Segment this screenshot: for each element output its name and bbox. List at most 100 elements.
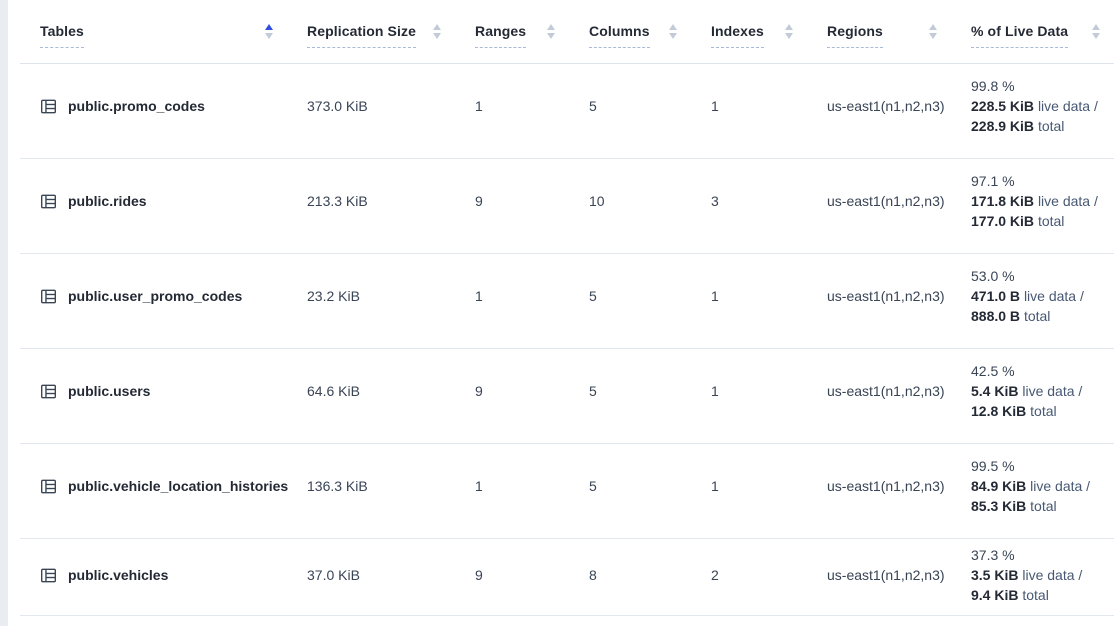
column-header-columns-label: Columns bbox=[589, 23, 650, 48]
ranges-value: 1 bbox=[475, 288, 483, 304]
sort-down-arrow-icon bbox=[547, 33, 555, 39]
sort-up-arrow-icon bbox=[1092, 24, 1100, 30]
sort-icon[interactable] bbox=[929, 24, 937, 39]
total-size-line: 228.9 KiB total bbox=[971, 116, 1114, 136]
live-data-cell: 99.5 % 84.9 KiB live data / 85.3 KiB tot… bbox=[951, 456, 1114, 516]
live-data-size-line: 3.5 KiB live data / bbox=[971, 565, 1114, 585]
column-header-live-data[interactable]: % of Live Data bbox=[951, 0, 1114, 63]
column-header-tables[interactable]: Tables bbox=[20, 0, 287, 63]
table-name-link[interactable]: public.rides bbox=[68, 193, 147, 209]
column-header-tables-label: Tables bbox=[40, 23, 84, 48]
live-data-size-line: 471.0 B live data / bbox=[971, 286, 1114, 306]
table-row[interactable]: public.users 64.6 KiB 9 5 1 us-east1(n1,… bbox=[20, 349, 1114, 444]
regions-value: us-east1(n1,n2,n3) bbox=[827, 478, 945, 494]
sort-up-arrow-icon bbox=[265, 24, 273, 30]
table-name-link[interactable]: public.vehicles bbox=[68, 567, 169, 583]
live-data-percent: 53.0 % bbox=[971, 268, 1015, 284]
column-header-live-data-label: % of Live Data bbox=[971, 23, 1069, 48]
sort-up-arrow-icon bbox=[929, 24, 937, 30]
sort-icon[interactable] bbox=[785, 24, 793, 39]
sort-up-arrow-icon bbox=[547, 24, 555, 30]
live-data-label: live data / bbox=[1023, 288, 1084, 304]
sort-asc-icon[interactable] bbox=[265, 24, 273, 39]
column-header-ranges-label: Ranges bbox=[475, 23, 527, 48]
table-icon bbox=[40, 193, 57, 210]
replication-size-value: 373.0 KiB bbox=[307, 98, 368, 114]
live-data-size: 228.5 KiB bbox=[971, 98, 1035, 114]
table-name-link[interactable]: public.promo_codes bbox=[68, 98, 205, 114]
total-size-line: 12.8 KiB total bbox=[971, 401, 1114, 421]
column-header-regions[interactable]: Regions bbox=[807, 0, 951, 63]
sort-down-arrow-icon bbox=[929, 33, 937, 39]
table-icon bbox=[40, 478, 57, 495]
live-data-size: 5.4 KiB bbox=[971, 383, 1019, 399]
columns-value: 5 bbox=[589, 478, 597, 494]
table-row[interactable]: public.rides 213.3 KiB 9 10 3 us-east1(n… bbox=[20, 159, 1114, 254]
table-row[interactable]: public.user_promo_codes 23.2 KiB 1 5 1 u… bbox=[20, 254, 1114, 349]
total-label: total bbox=[1022, 587, 1049, 603]
column-header-indexes[interactable]: Indexes bbox=[691, 0, 807, 63]
live-data-label: live data / bbox=[1022, 567, 1083, 583]
indexes-value: 1 bbox=[711, 383, 719, 399]
sort-icon[interactable] bbox=[547, 24, 555, 39]
live-data-percent: 37.3 % bbox=[971, 547, 1015, 563]
table-name-cell: public.promo_codes bbox=[20, 98, 287, 115]
table-row[interactable]: public.promo_codes 373.0 KiB 1 5 1 us-ea… bbox=[20, 64, 1114, 159]
regions-value: us-east1(n1,n2,n3) bbox=[827, 383, 945, 399]
regions-value: us-east1(n1,n2,n3) bbox=[827, 288, 945, 304]
sort-icon[interactable] bbox=[433, 24, 441, 39]
total-size: 228.9 KiB bbox=[971, 118, 1035, 134]
sort-up-arrow-icon bbox=[669, 24, 677, 30]
replication-size-value: 136.3 KiB bbox=[307, 478, 368, 494]
columns-value: 8 bbox=[589, 567, 597, 583]
columns-value: 5 bbox=[589, 383, 597, 399]
replication-size-value: 37.0 KiB bbox=[307, 567, 360, 583]
table-name-link[interactable]: public.users bbox=[68, 383, 151, 399]
column-header-columns[interactable]: Columns bbox=[569, 0, 691, 63]
live-data-label: live data / bbox=[1037, 98, 1098, 114]
column-header-replication-size-label: Replication Size bbox=[307, 23, 416, 48]
total-size-line: 85.3 KiB total bbox=[971, 496, 1114, 516]
sort-down-arrow-icon bbox=[433, 33, 441, 39]
columns-value: 5 bbox=[589, 98, 597, 114]
regions-value: us-east1(n1,n2,n3) bbox=[827, 193, 945, 209]
tables-list: Tables Replication Size Ranges Columns I… bbox=[20, 0, 1114, 616]
sort-up-arrow-icon bbox=[433, 24, 441, 30]
table-name-link[interactable]: public.user_promo_codes bbox=[68, 288, 243, 304]
total-size: 177.0 KiB bbox=[971, 213, 1035, 229]
column-header-ranges[interactable]: Ranges bbox=[455, 0, 569, 63]
sort-icon[interactable] bbox=[1092, 24, 1100, 39]
sort-down-arrow-icon bbox=[785, 33, 793, 39]
live-data-label: live data / bbox=[1037, 193, 1098, 209]
regions-value: us-east1(n1,n2,n3) bbox=[827, 567, 945, 583]
indexes-value: 1 bbox=[711, 98, 719, 114]
table-icon bbox=[40, 98, 57, 115]
total-label: total bbox=[1030, 403, 1057, 419]
column-header-indexes-label: Indexes bbox=[711, 23, 764, 48]
live-data-cell: 42.5 % 5.4 KiB live data / 12.8 KiB tota… bbox=[951, 361, 1114, 421]
table-icon bbox=[40, 288, 57, 305]
table-row[interactable]: public.vehicles 37.0 KiB 9 8 2 us-east1(… bbox=[20, 539, 1114, 616]
table-name-link[interactable]: public.vehicle_location_histories bbox=[68, 478, 289, 494]
column-header-replication-size[interactable]: Replication Size bbox=[287, 0, 455, 63]
total-size-line: 9.4 KiB total bbox=[971, 585, 1114, 605]
table-name-cell: public.rides bbox=[20, 193, 287, 210]
live-data-cell: 99.8 % 228.5 KiB live data / 228.9 KiB t… bbox=[951, 76, 1114, 136]
total-size-line: 177.0 KiB total bbox=[971, 211, 1114, 231]
total-label: total bbox=[1037, 213, 1065, 229]
replication-size-value: 64.6 KiB bbox=[307, 383, 360, 399]
replication-size-value: 23.2 KiB bbox=[307, 288, 360, 304]
table-name-cell: public.vehicle_location_histories bbox=[20, 478, 289, 495]
total-size: 888.0 B bbox=[971, 308, 1021, 324]
total-label: total bbox=[1037, 118, 1065, 134]
indexes-value: 2 bbox=[711, 567, 719, 583]
live-data-percent: 99.5 % bbox=[971, 458, 1015, 474]
sort-icon[interactable] bbox=[669, 24, 677, 39]
table-row[interactable]: public.vehicle_location_histories 136.3 … bbox=[20, 444, 1114, 539]
live-data-size-line: 84.9 KiB live data / bbox=[971, 476, 1114, 496]
total-size: 85.3 KiB bbox=[971, 498, 1027, 514]
total-size-line: 888.0 B total bbox=[971, 306, 1114, 326]
live-data-size: 84.9 KiB bbox=[971, 478, 1027, 494]
live-data-size: 171.8 KiB bbox=[971, 193, 1035, 209]
regions-value: us-east1(n1,n2,n3) bbox=[827, 98, 945, 114]
